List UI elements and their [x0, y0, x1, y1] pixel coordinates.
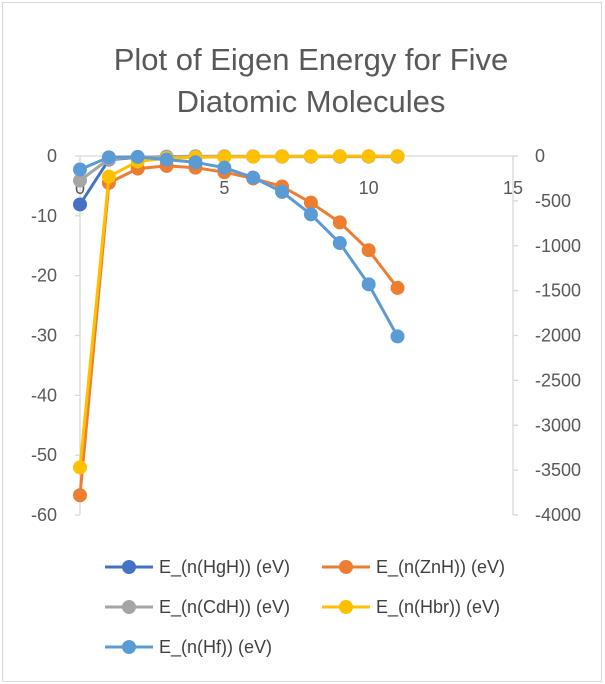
legend-swatch-marker: [122, 640, 136, 654]
data-point: [361, 277, 376, 292]
data-point: [275, 149, 290, 164]
y-right-tick-label: -3500: [535, 460, 581, 480]
y-left-tick-label: -30: [31, 326, 57, 346]
data-point: [390, 149, 405, 164]
data-point: [332, 149, 347, 164]
y-right-tick-label: -2000: [535, 326, 581, 346]
series-line: [79, 155, 399, 338]
data-point: [217, 149, 232, 164]
data-point: [73, 460, 87, 475]
series-line: [78, 154, 398, 468]
series-4: [73, 149, 405, 344]
data-point: [390, 280, 405, 295]
data-point: [188, 155, 203, 170]
data-point: [332, 236, 347, 251]
y-right-tick-label: -2500: [535, 370, 581, 390]
legend-label: E_(n(Hf)) (eV): [159, 637, 272, 658]
data-point: [217, 160, 232, 175]
axes: 0 5 10 15 0 -10 -20 -30 -40 -50 -60 0 -500 -1000 -1500…: [31, 146, 581, 525]
y-left-tick-label: -60: [31, 505, 57, 525]
data-point: [332, 215, 347, 230]
legend-item: E_(n(CdH)) (eV): [105, 597, 290, 618]
data-point: [73, 162, 87, 177]
legend-swatch-marker: [122, 600, 136, 614]
data-point: [361, 243, 376, 258]
y-left-tick-label: 0: [47, 146, 57, 166]
data-point: [303, 195, 318, 210]
legend-label: E_(n(CdH)) (eV): [159, 597, 290, 618]
data-point: [73, 488, 87, 503]
y-left-tick-label: -50: [31, 445, 57, 465]
legend-swatch-marker: [339, 560, 353, 574]
data-point: [73, 173, 87, 188]
y-right-tick-label: -4000: [535, 505, 581, 525]
chart-title-line-1: Plot of Eigen Energy for Five: [114, 42, 509, 77]
data-point: [101, 150, 116, 165]
y-right-tick-label: 0: [535, 146, 545, 166]
y-right-tick-label: -1000: [535, 236, 581, 256]
legend-item: E_(n(HgH)) (eV): [105, 557, 290, 578]
y-left-tick-label: -10: [31, 206, 57, 226]
y-right-tick-label: -500: [535, 191, 571, 211]
series-3: [73, 149, 405, 475]
y-left-tick-label: -20: [31, 266, 57, 286]
data-point: [246, 170, 261, 185]
legend-item: E_(n(Hbr)) (eV): [322, 597, 500, 618]
x-tick-label: 15: [503, 178, 523, 198]
series-line: [78, 155, 398, 206]
legend-item: E_(n(Hf)) (eV): [105, 637, 272, 658]
data-point: [361, 149, 376, 164]
data-point: [275, 184, 290, 199]
x-tick-label: 10: [359, 178, 379, 198]
series-layer: [73, 149, 405, 503]
data-point: [246, 149, 261, 164]
legend-label: E_(n(HgH)) (eV): [159, 557, 290, 578]
chart-title: Plot of Eigen Energy for Five Diatomic M…: [114, 42, 509, 119]
legend-item: E_(n(ZnH)) (eV): [322, 557, 505, 578]
chart-title-line-2: Diatomic Molecules: [177, 84, 446, 119]
data-point: [390, 329, 405, 344]
legend-label: E_(n(ZnH)) (eV): [376, 557, 505, 578]
data-point: [101, 169, 116, 184]
data-point: [159, 152, 174, 167]
y-right-tick-label: -3000: [535, 415, 581, 435]
y-right-tick-label: -1500: [535, 281, 581, 301]
legend-swatch-marker: [122, 560, 136, 574]
data-point: [303, 149, 318, 164]
legend: E_(n(HgH)) (eV) E_(n(ZnH)) (eV) E_(n(CdH))…: [105, 557, 505, 658]
x-tick-label: 0: [75, 178, 85, 198]
legend-swatch-marker: [339, 600, 353, 614]
series-line: [78, 164, 399, 496]
x-tick-label: 5: [219, 178, 229, 198]
series-1: [73, 158, 405, 503]
data-point: [130, 149, 145, 164]
data-point: [73, 197, 87, 212]
y-left-tick-label: -40: [31, 385, 57, 405]
legend-label: E_(n(Hbr)) (eV): [376, 597, 500, 618]
data-point: [303, 207, 318, 222]
